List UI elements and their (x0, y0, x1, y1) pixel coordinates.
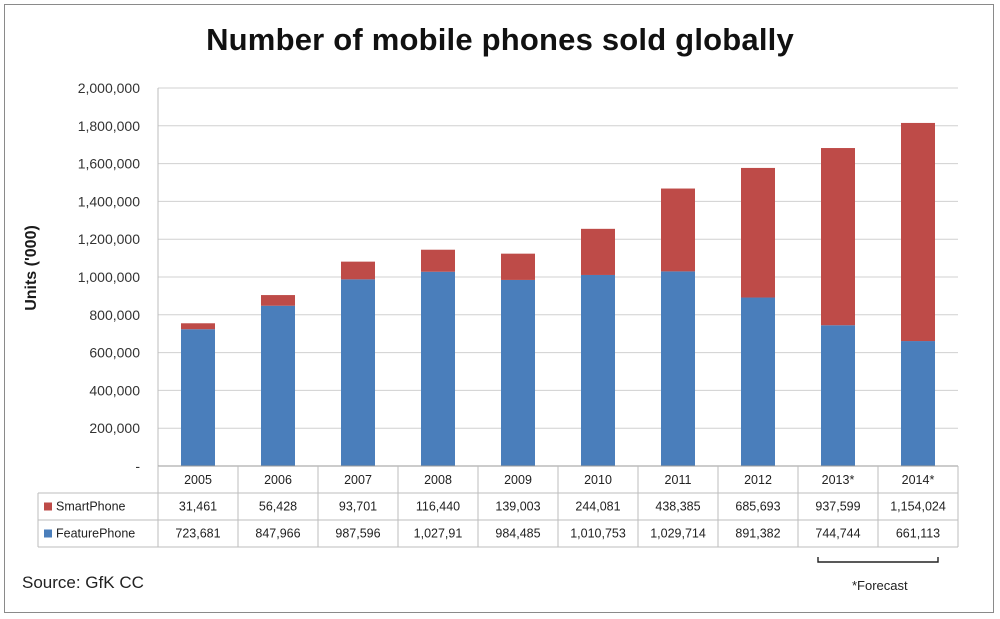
data-label-featurephone: 1,027,91 (414, 527, 463, 541)
bar-smartphone (341, 261, 375, 280)
x-tick-label: 2010 (584, 473, 612, 487)
bar-featurephone (341, 279, 375, 466)
y-tick-label: 1,600,000 (78, 156, 140, 172)
y-tick-label: 600,000 (89, 345, 140, 361)
y-tick-label: 1,000,000 (78, 269, 140, 285)
bar-featurephone (181, 329, 215, 466)
x-tick-label: 2011 (665, 473, 692, 487)
forecast-bracket (817, 557, 939, 563)
data-label-smartphone: 116,440 (416, 500, 460, 514)
bar-featurephone (421, 271, 455, 466)
bar-featurephone (501, 279, 535, 466)
x-tick-label: 2006 (264, 473, 292, 487)
bar-smartphone (181, 323, 215, 330)
data-label-featurephone: 987,596 (335, 527, 380, 541)
x-tick-label: 2008 (424, 473, 452, 487)
bar-featurephone (821, 325, 855, 466)
data-label-smartphone: 244,081 (575, 500, 620, 514)
y-tick-label: 800,000 (89, 307, 140, 323)
y-tick-label: - (135, 458, 140, 474)
data-label-featurephone: 1,029,714 (650, 527, 706, 541)
y-tick-label: 2,000,000 (78, 80, 140, 96)
bar-smartphone (741, 167, 775, 298)
data-label-featurephone: 847,966 (255, 527, 300, 541)
chart-title: Number of mobile phones sold globally (206, 22, 794, 57)
y-tick-label: 1,400,000 (78, 193, 140, 209)
chart-frame (4, 4, 994, 613)
data-label-smartphone: 139,003 (495, 500, 540, 514)
forecast-note: *Forecast (852, 578, 908, 593)
x-tick-label: 2013* (822, 473, 855, 487)
bar-smartphone (501, 253, 535, 280)
bar-smartphone (261, 295, 295, 306)
legend-swatch-smartphone (44, 502, 52, 511)
y-tick-label: 400,000 (89, 382, 140, 398)
data-label-smartphone: 1,154,024 (890, 500, 946, 514)
bar-featurephone (261, 305, 295, 466)
data-label-featurephone: 891,382 (735, 527, 780, 541)
data-label-featurephone: 984,485 (495, 527, 540, 541)
data-label-featurephone: 723,681 (175, 527, 220, 541)
x-tick-label: 2014* (902, 473, 935, 487)
source-note: Source: GfK CC (22, 573, 144, 592)
bar-smartphone (661, 188, 695, 272)
bar-featurephone (661, 271, 695, 466)
y-tick-label: 1,800,000 (78, 118, 140, 134)
data-label-smartphone: 31,461 (179, 500, 217, 514)
y-tick-label: 1,200,000 (78, 231, 140, 247)
bar-smartphone (581, 228, 615, 275)
data-label-smartphone: 438,385 (655, 500, 700, 514)
x-tick-label: 2012 (744, 473, 772, 487)
data-label-smartphone: 56,428 (259, 500, 297, 514)
legend-entry-featurephone: FeaturePhone (56, 527, 135, 541)
legend-entry-smartphone: SmartPhone (56, 500, 126, 514)
bar-smartphone (901, 122, 935, 342)
bar-featurephone (901, 341, 935, 466)
y-tick-label: 200,000 (89, 420, 140, 436)
data-label-smartphone: 93,701 (339, 500, 377, 514)
data-label-featurephone: 744,744 (815, 527, 860, 541)
x-tick-label: 2009 (504, 473, 532, 487)
x-tick-label: 2005 (184, 473, 212, 487)
data-label-featurephone: 661,113 (896, 527, 940, 541)
bar-smartphone (821, 148, 855, 326)
data-label-featurephone: 1,010,753 (570, 527, 626, 541)
bar-featurephone (741, 297, 775, 466)
data-label-smartphone: 685,693 (735, 500, 780, 514)
bar-smartphone (421, 249, 455, 272)
bar-featurephone (581, 274, 615, 466)
legend-swatch-featurephone (44, 529, 52, 538)
x-tick-label: 2007 (344, 473, 372, 487)
data-label-smartphone: 937,599 (815, 500, 860, 514)
